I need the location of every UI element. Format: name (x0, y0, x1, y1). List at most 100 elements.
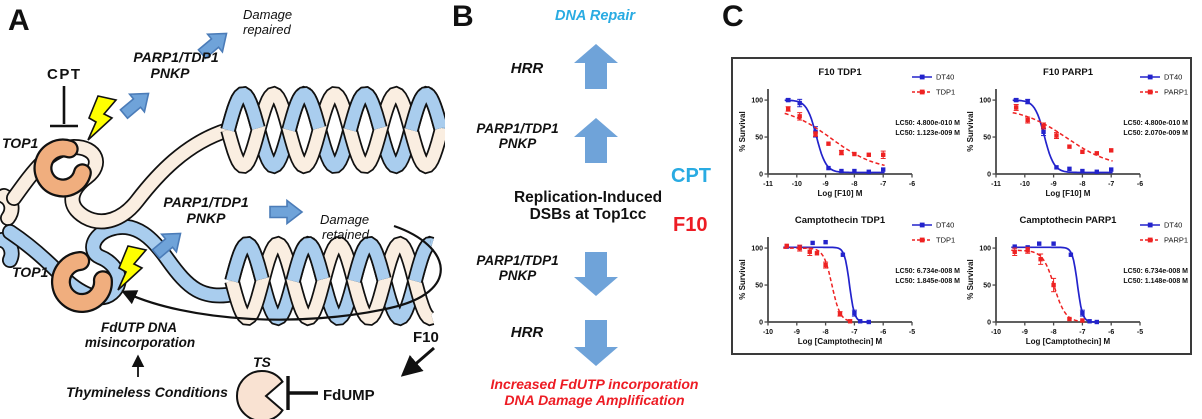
svg-text:-8: -8 (822, 329, 828, 336)
cpt-label: CPT (47, 66, 82, 83)
svg-text:-9: -9 (822, 181, 828, 188)
hrr-bottom-label: HRR (510, 324, 544, 341)
f10-label-panel-a: F10 (413, 329, 439, 346)
survival-chart-camptothecin-tdp1: Camptothecin TDP1 -10 -9 -8 -7 -6 -5 0 50 100 Log … (736, 209, 962, 355)
svg-text:-9: -9 (794, 329, 800, 336)
top1-lower-label: TOP1 (12, 264, 49, 280)
svg-text:-8: -8 (1079, 181, 1085, 188)
feedback-curved-arrow (121, 224, 442, 321)
svg-text:PARP1: PARP1 (1164, 88, 1188, 97)
legend: DT40 TDP1 (912, 73, 955, 97)
axes: -10 -9 -8 -7 -6 -5 0 50 100 (751, 237, 915, 336)
lc50-annotations: LC50: 4.800e-010 M LC50: 1.123e-009 M (895, 120, 960, 137)
lc50-annotations: LC50: 6.734e-008 M LC50: 1.148e-008 M (1123, 268, 1188, 285)
svg-text:TDP1: TDP1 (936, 88, 955, 97)
cpt-label-panel-b: CPT (671, 165, 711, 187)
parp-upper-label: PNKP (151, 65, 191, 81)
svg-text:DT40: DT40 (1164, 73, 1182, 82)
series-PARP1 (1012, 104, 1114, 162)
series-PARP1 (1011, 246, 1085, 323)
survival-chart-f10-parp1: F10 PARP1 -11 -10 -9 -8 -7 -6 0 50 100 Log [F10] M… (964, 61, 1190, 207)
svg-text:LC50: 6.734e-008 M: LC50: 6.734e-008 M (895, 268, 960, 275)
top1-protein-upper (33, 138, 92, 198)
dsb-center-label: Replication-Induced DSBs at Top1cc (513, 189, 663, 223)
svg-text:-11: -11 (763, 181, 773, 188)
svg-text:0: 0 (987, 172, 991, 179)
svg-text:LC50: 4.800e-010 M: LC50: 4.800e-010 M (1123, 120, 1188, 127)
x-axis-label: Log [Camptothecin] M (1026, 337, 1111, 346)
ts-label: TS (253, 354, 272, 370)
chart-title: Camptothecin PARP1 (1020, 215, 1118, 226)
svg-text:-10: -10 (991, 329, 1001, 336)
parp-lower-label: PARP1/TDP1 (163, 194, 249, 210)
y-axis-label: % Survival (966, 259, 975, 299)
svg-text:TDP1: TDP1 (936, 236, 955, 245)
svg-text:-9: -9 (1050, 181, 1056, 188)
svg-text:LC50: 2.070e-009 M: LC50: 2.070e-009 M (1123, 130, 1188, 137)
fdump-inhibition-bar (286, 376, 318, 410)
svg-text:-10: -10 (763, 329, 773, 336)
svg-text:-8: -8 (851, 181, 857, 188)
fdutp-label: misincorporation (85, 335, 195, 350)
parp-top-label: PARP1/TDP1 PNKP (476, 121, 559, 151)
panel-a-label: A (8, 4, 30, 37)
lc50-annotations: LC50: 6.734e-008 M LC50: 1.845e-008 M (895, 268, 960, 285)
block-arrow-down-icon (574, 252, 618, 296)
svg-text:-9: -9 (1022, 329, 1028, 336)
block-arrow-up-icon (574, 118, 618, 163)
dna-repair-label: DNA Repair (554, 8, 636, 24)
svg-text:LC50: 4.800e-010 M: LC50: 4.800e-010 M (895, 120, 960, 127)
svg-text:50: 50 (755, 135, 763, 142)
svg-text:0: 0 (759, 172, 763, 179)
svg-text:50: 50 (983, 283, 991, 290)
svg-text:-7: -7 (851, 329, 857, 336)
svg-text:-5: -5 (1137, 329, 1143, 336)
fdutp-label: FdUTP DNA (101, 320, 177, 335)
legend: DT40 PARP1 (1140, 73, 1188, 97)
block-arrow-icon (269, 198, 304, 226)
svg-text:-10: -10 (1020, 181, 1030, 188)
axes: -10 -9 -8 -7 -6 -5 0 50 100 (979, 237, 1143, 336)
svg-text:DT40: DT40 (936, 73, 954, 82)
axes: -11 -10 -9 -8 -7 -6 0 50 100 (979, 89, 1143, 188)
svg-text:-11: -11 (991, 181, 1001, 188)
lc50-annotations: LC50: 4.800e-010 M LC50: 2.070e-009 M (1123, 120, 1188, 137)
svg-text:LC50: 1.845e-008 M: LC50: 1.845e-008 M (895, 278, 960, 285)
survival-chart-svg: F10 PARP1 -11 -10 -9 -8 -7 -6 0 50 100 Log [F10] M… (966, 67, 1188, 198)
survival-chart-camptothecin-parp1: Camptothecin PARP1 -10 -9 -8 -7 -6 -5 0 50 100 Log… (964, 209, 1190, 355)
damage-repaired-label: Damage (243, 7, 292, 22)
legend: DT40 PARP1 (1140, 221, 1188, 245)
hrr-top-label: HRR (510, 60, 544, 77)
series-DT40 (1011, 241, 1099, 325)
x-axis-label: Log [F10] M (818, 189, 863, 198)
thymineless-label: Thymineless Conditions (66, 384, 228, 400)
top1-protein-lower (50, 251, 113, 313)
series-TDP1 (783, 243, 853, 324)
f10-to-fdump-arrow (400, 346, 435, 377)
x-axis-label: Log [F10] M (1046, 189, 1091, 198)
series-DT40 (783, 239, 871, 325)
y-axis-label: % Survival (738, 259, 747, 299)
svg-text:100: 100 (979, 246, 991, 253)
svg-text:LC50: 1.123e-009 M: LC50: 1.123e-009 M (895, 130, 960, 137)
survival-chart-svg: F10 TDP1 -11 -10 -9 -8 -7 -6 0 50 100 Log [F10] M%… (738, 67, 960, 198)
panel-b-label: B (452, 0, 474, 33)
svg-text:100: 100 (751, 98, 763, 105)
series-DT40 (1012, 97, 1114, 174)
series-TDP1 (784, 106, 886, 167)
panel-b-arrows (574, 44, 618, 366)
svg-text:-7: -7 (1108, 181, 1114, 188)
parp-lower-label: PNKP (187, 210, 227, 226)
block-arrow-icon (119, 92, 150, 120)
ts-enzyme-shape (236, 370, 284, 419)
chart-title: Camptothecin TDP1 (795, 215, 886, 226)
y-axis-label: % Survival (738, 111, 747, 151)
chart-panel-box: F10 TDP1 -11 -10 -9 -8 -7 -6 0 50 100 Log [F10] M%… (731, 57, 1192, 355)
svg-text:0: 0 (759, 320, 763, 327)
outcome-label: Increased FdUTP incorporation DNA Damage… (490, 376, 699, 408)
fdump-label: FdUMP (323, 387, 375, 404)
svg-text:-6: -6 (909, 181, 915, 188)
survival-chart-f10-tdp1: F10 TDP1 -11 -10 -9 -8 -7 -6 0 50 100 Log [F10] M%… (736, 61, 962, 207)
damage-retained-label: retained (322, 227, 370, 242)
